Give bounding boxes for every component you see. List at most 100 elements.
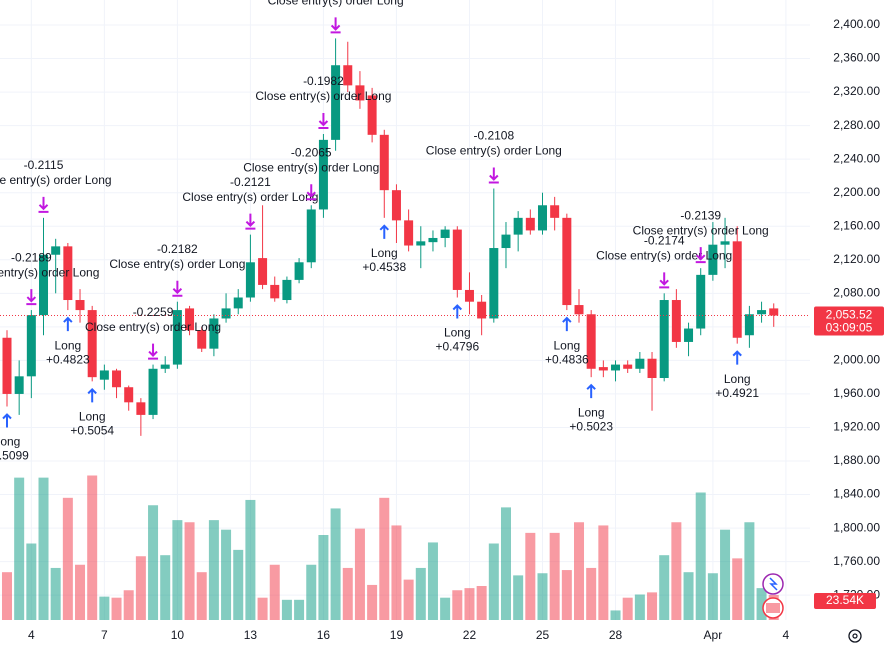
trade-label: Close entry(s) order Long	[0, 173, 112, 187]
candle-body	[671, 300, 681, 342]
volume-bar	[610, 610, 621, 620]
trade-label: Close entry(s) order Long	[268, 0, 404, 8]
close-entry-arrow	[695, 247, 706, 264]
candle-body	[623, 364, 633, 369]
candle-body	[477, 301, 487, 319]
indicator-icon-glyph	[769, 577, 778, 591]
trade-label: Close entry(s) order Long	[426, 144, 562, 158]
trade-label: -0.2121	[230, 175, 271, 189]
y-tick-label: 2,400.00	[833, 17, 880, 31]
close-entry-arrow	[245, 213, 256, 230]
x-tick-label: 7	[101, 628, 108, 642]
settings-button[interactable]	[848, 629, 862, 643]
volume-bar	[464, 588, 475, 620]
y-tick-label: 2,280.00	[833, 118, 880, 132]
candle-body	[757, 310, 767, 315]
candle-body	[635, 358, 645, 369]
volume-bar	[756, 588, 767, 620]
volume-bar	[148, 505, 159, 620]
candle-body	[148, 368, 158, 415]
candle-body	[318, 139, 328, 210]
candle-body	[464, 289, 474, 302]
y-tick-label: 1,960.00	[833, 386, 880, 400]
long-entry-arrow	[379, 224, 389, 239]
candle-body	[574, 305, 584, 315]
candle-body	[379, 134, 389, 191]
x-tick-label: 13	[244, 628, 258, 642]
trade-label: Close entry(s) order Long	[182, 190, 318, 204]
x-tick-label: Apr	[704, 628, 723, 642]
candle-body	[525, 217, 535, 231]
volume-bar	[452, 590, 463, 620]
flag-icon-glyph	[766, 603, 780, 613]
y-tick-label: 1,920.00	[833, 420, 880, 434]
volume-bar	[647, 592, 658, 620]
volume-tag	[814, 592, 876, 609]
trade-label: Long	[54, 338, 81, 352]
close-entry-arrow	[306, 184, 317, 201]
candle-body	[87, 310, 97, 378]
long-entry-arrow	[87, 387, 97, 403]
volume-bar	[391, 525, 402, 620]
volume-bar	[318, 535, 329, 620]
x-tick-label: 4	[28, 628, 35, 642]
volume-bar	[135, 556, 146, 620]
candle-body	[233, 297, 243, 309]
volume-bar	[379, 497, 390, 620]
volume-bar	[561, 570, 572, 620]
trade-label: Long	[371, 246, 398, 260]
y-tick-label: 2,360.00	[833, 51, 880, 65]
close-entry-arrow	[659, 272, 670, 289]
candle-body	[209, 318, 219, 349]
trade-label: Close entry(s) order Long	[596, 248, 732, 262]
volume-tag-label: 23.54K	[826, 593, 864, 607]
candle-body	[367, 95, 377, 135]
candle-body	[136, 402, 146, 415]
volume-bar	[440, 597, 451, 620]
candle-body	[562, 217, 572, 306]
volume-bar	[233, 549, 244, 620]
volume-bar	[622, 597, 633, 620]
volume-bar	[50, 567, 61, 620]
candle-body	[14, 376, 24, 394]
volume-bar	[403, 579, 414, 620]
volume-bar	[488, 543, 499, 620]
candle-body	[501, 234, 511, 249]
trade-label: Long	[0, 435, 20, 449]
close-entry-arrow	[38, 196, 49, 213]
long-entry-arrow	[2, 413, 12, 428]
trade-label: Close entry(s) order Long	[243, 160, 379, 174]
trade-label: Long	[553, 338, 580, 352]
candle-body	[294, 262, 304, 280]
trade-label: -0.2182	[157, 242, 198, 256]
y-tick-label: 1,760.00	[833, 554, 880, 568]
candle-body	[355, 85, 365, 101]
candle-body	[440, 229, 450, 238]
volume-bar	[707, 573, 718, 620]
candle-body	[428, 237, 438, 243]
volume-bar	[354, 528, 365, 620]
candle-body	[63, 246, 73, 301]
trade-label: Close entry(s) order Long	[0, 265, 99, 279]
toolbar-icons	[762, 573, 862, 643]
candle-body	[245, 262, 255, 298]
trade-label: Close entry(s) order Long	[633, 223, 769, 237]
volume-bar	[427, 542, 438, 620]
volume-bar	[574, 522, 585, 620]
candle-body	[197, 330, 207, 349]
volume-bar	[269, 564, 280, 620]
y-tick-label: 1,840.00	[833, 487, 880, 501]
candle-body	[513, 217, 523, 235]
candle-body	[306, 209, 316, 263]
volume-bar	[75, 564, 86, 620]
long-entry-arrow	[586, 383, 596, 399]
y-tick-label: 2,160.00	[833, 218, 880, 232]
close-entry-arrow	[148, 343, 159, 360]
close-entry-arrow	[488, 167, 499, 184]
candle-body	[416, 241, 426, 246]
trade-label: Long	[724, 372, 751, 386]
candle-body	[744, 314, 754, 336]
volume-bar	[62, 497, 73, 620]
close-entry-arrow	[172, 280, 183, 297]
